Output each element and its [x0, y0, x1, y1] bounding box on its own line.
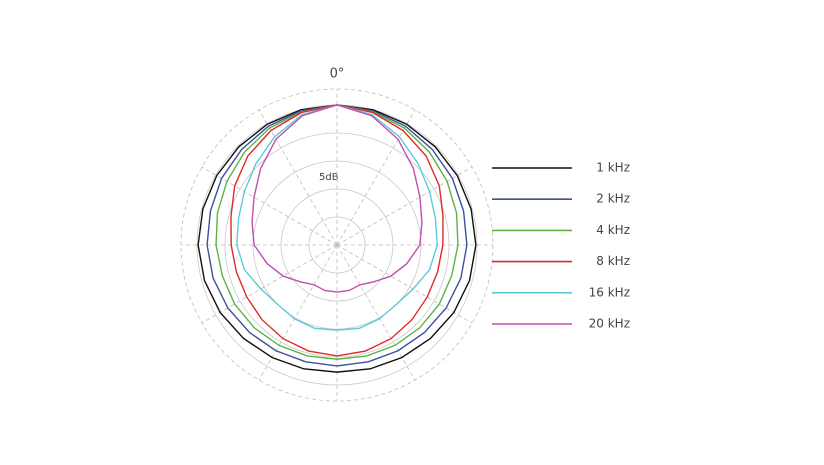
- legend-label: 2 kHz: [596, 192, 630, 206]
- series-line: [206, 104, 468, 367]
- series-line: [230, 104, 444, 357]
- series-line: [215, 104, 459, 360]
- grid-ring: [308, 216, 366, 274]
- theta-tick-label: 0°: [330, 67, 345, 82]
- legend-label: 8 kHz: [596, 254, 630, 268]
- spoke: [336, 166, 473, 246]
- spoke: [201, 166, 338, 246]
- spoke: [201, 244, 338, 324]
- grid-ring: [224, 132, 450, 358]
- grid-ring: [252, 160, 422, 330]
- series-line: [236, 104, 438, 331]
- grid-ring: [280, 188, 394, 302]
- legend-label: 20 kHz: [589, 317, 630, 331]
- spoke: [336, 109, 416, 246]
- legend-label: 16 kHz: [589, 285, 630, 299]
- series-line: [251, 104, 423, 293]
- r-label: 5dB: [319, 172, 339, 183]
- spoke: [336, 244, 416, 381]
- legend-label: 1 kHz: [596, 161, 630, 175]
- legend-label: 4 kHz: [596, 223, 630, 237]
- spoke: [336, 244, 473, 324]
- spoke: [258, 244, 338, 381]
- spoke: [258, 109, 338, 246]
- series-line: [197, 104, 477, 373]
